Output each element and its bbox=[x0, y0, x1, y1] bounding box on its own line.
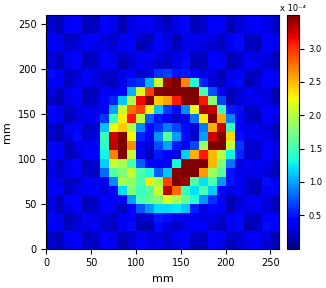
Y-axis label: mm: mm bbox=[2, 121, 12, 143]
X-axis label: mm: mm bbox=[152, 274, 174, 284]
Title: x 10⁻⁴: x 10⁻⁴ bbox=[280, 4, 306, 13]
